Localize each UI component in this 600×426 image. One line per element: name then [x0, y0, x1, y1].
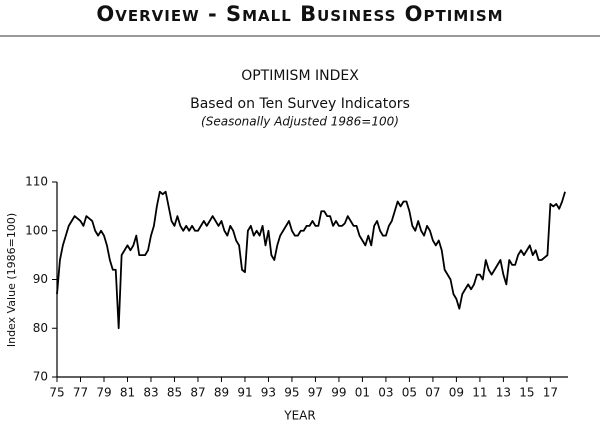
x-tick-label: 75	[49, 386, 64, 400]
chart-note: (Seasonally Adjusted 1986=100)	[201, 115, 399, 129]
x-axis-label: YEAR	[283, 409, 315, 423]
chart-subtitle: Based on Ten Survey Indicators	[190, 96, 410, 112]
y-tick-label: 110	[25, 175, 48, 189]
x-tick-label: 17	[543, 386, 558, 400]
y-tick-label: 70	[33, 370, 48, 384]
x-tick-label: 13	[496, 386, 511, 400]
x-tick-label: 01	[355, 386, 370, 400]
x-tick-label: 11	[472, 386, 487, 400]
x-tick-label: 03	[378, 386, 393, 400]
x-tick-label: 93	[261, 386, 276, 400]
y-tick-label: 80	[33, 321, 48, 335]
x-tick-label: 79	[96, 386, 111, 400]
x-tick-label: 85	[167, 386, 182, 400]
x-tick-label: 83	[143, 386, 158, 400]
x-tick-label: 15	[519, 386, 534, 400]
index-line	[56, 190, 566, 330]
x-tick-label: 07	[425, 386, 440, 400]
page-title: Overview - Small Business Optimism	[96, 2, 503, 26]
x-tick-label: 87	[190, 386, 205, 400]
y-axis-label: Index Value (1986=100)	[5, 213, 18, 347]
x-tick-label: 09	[449, 386, 464, 400]
x-tick-label: 95	[284, 386, 299, 400]
x-tick-label: 77	[73, 386, 88, 400]
x-tick-label: 91	[237, 386, 252, 400]
chart-title: OPTIMISM INDEX	[241, 68, 359, 84]
x-tick-label: 97	[308, 386, 323, 400]
x-tick-label: 05	[402, 386, 417, 400]
x-tick-label: 81	[120, 386, 135, 400]
y-tick-label: 90	[33, 272, 48, 286]
x-tick-label: 99	[331, 386, 346, 400]
y-tick-label: 100	[25, 223, 48, 237]
x-tick-label: 89	[214, 386, 229, 400]
